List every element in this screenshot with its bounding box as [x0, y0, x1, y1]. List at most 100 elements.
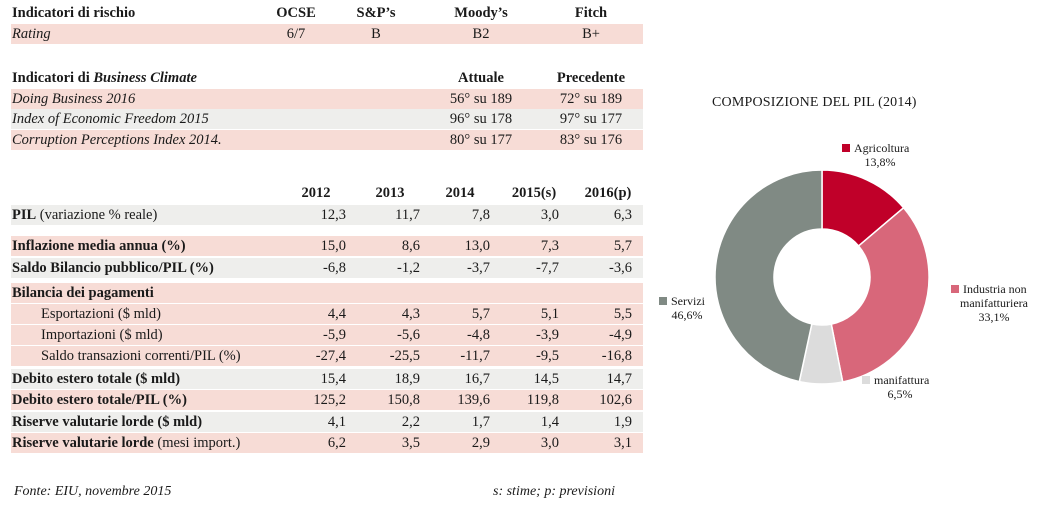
- row-label: Bilancia dei pagamenti: [12, 283, 154, 303]
- legend-value-industria: 33,1%: [978, 310, 1010, 324]
- table-row: Riserve valutarie lorde (mesi import.) 6,…: [11, 433, 643, 453]
- row-label-bold: PIL: [12, 207, 37, 223]
- col-current: Attuale: [458, 70, 504, 86]
- business-climate-header: Indicatori di Business Climate Attuale P…: [11, 68, 643, 88]
- row-value: -16,8: [601, 348, 632, 364]
- risk-header-label: Indicatori di rischio: [12, 5, 136, 21]
- row-value: 18,9: [394, 371, 420, 387]
- row-value: -3,9: [536, 327, 559, 343]
- row-value: -5,6: [397, 327, 420, 343]
- chart-title: COMPOSIZIONE DEL PIL (2014): [712, 95, 917, 110]
- row-label-bold: Riserve valutarie lorde ($ mld): [12, 414, 203, 430]
- row-label-bold: Debito estero totale/PIL (%): [12, 392, 187, 408]
- table-row: Debito estero totale ($ mld) 15,4 18,9 16,7…: [11, 369, 643, 389]
- table-row: Importazioni ($ mld) -5,9 -5,6 -4,8 -3,9 -4,9: [11, 325, 643, 345]
- business-climate-title-prefix: Indicatori di: [12, 70, 94, 86]
- bc-current: 96° su 178: [449, 111, 513, 127]
- row-label: Saldo Bilancio pubblico/PIL (%): [12, 258, 214, 278]
- row-label: Saldo transazioni correnti/PIL (%): [41, 346, 241, 366]
- row-value: -1,2: [397, 260, 420, 276]
- row-value: -7,7: [536, 260, 559, 276]
- table-row: Saldo Bilancio pubblico/PIL (%) -6,8 -1,2 -…: [11, 258, 643, 278]
- row-value: 139,6: [457, 392, 490, 408]
- row-value: -11,7: [460, 348, 490, 364]
- row-value: -3,7: [467, 260, 490, 276]
- row-value: 5,1: [540, 306, 559, 322]
- row-value: 125,2: [313, 392, 346, 408]
- row-label: Debito estero totale ($ mld): [12, 369, 180, 389]
- row-value: 4,3: [401, 306, 420, 322]
- row-label: Riserve valutarie lorde (mesi import.): [12, 433, 240, 453]
- row-label: Esportazioni ($ mld): [41, 304, 161, 324]
- row-value: 1,9: [613, 414, 632, 430]
- row-value: -9,5: [536, 348, 559, 364]
- risk-table-row: Rating 6/7 B B2 B+: [11, 24, 643, 44]
- econ-table-header: 2012 2013 2014 2015(s) 2016(p): [11, 183, 643, 203]
- row-value: 7,8: [471, 207, 490, 223]
- business-climate-row: Index of Economic Freedom 2015 96° su 17…: [11, 109, 643, 129]
- legend-value-agricoltura: 13,8%: [864, 155, 896, 169]
- year-2015s: 2015(s): [511, 185, 557, 201]
- table-row: Debito estero totale/PIL (%) 125,2 150,8 13…: [11, 390, 643, 410]
- legend-value-servizi: 46,6%: [671, 308, 703, 322]
- legend-label-agricoltura: Agricoltura: [854, 141, 910, 155]
- row-value: 150,8: [387, 392, 420, 408]
- row-value: 2,9: [471, 435, 490, 451]
- row-value: 7,3: [540, 238, 559, 254]
- bc-current: 56° su 189: [449, 91, 513, 107]
- row-label: PIL (variazione % reale): [12, 205, 157, 225]
- row-value: 15,4: [320, 371, 346, 387]
- row-value: -25,5: [389, 348, 420, 364]
- row-value: [286, 283, 346, 303]
- legend-label-industria-2: manifatturiera: [960, 296, 1028, 310]
- legend-note: s: stime; p: previsioni: [493, 484, 615, 499]
- row-label-bold: Riserve valutarie lorde: [12, 435, 154, 451]
- risk-header-moodys: Moody’s: [454, 5, 508, 21]
- row-value: [360, 283, 420, 303]
- table-row: Riserve valutarie lorde ($ mld) 4,1 2,2 1,7…: [11, 412, 643, 432]
- bc-previous: 72° su 189: [559, 91, 623, 107]
- table-row: Esportazioni ($ mld) 4,4 4,3 5,7 5,1 5,5: [11, 304, 643, 324]
- legend-value-manifattura: 6,5%: [887, 387, 913, 401]
- row-value: 5,7: [613, 238, 632, 254]
- legend-swatch-servizi: [659, 297, 667, 305]
- bc-previous: 97° su 177: [559, 111, 623, 127]
- row-value: 11,7: [395, 207, 420, 223]
- rating-label: Rating: [12, 26, 51, 42]
- row-label-bold: Bilancia dei pagamenti: [12, 285, 154, 301]
- legend-swatch-manifattura: [862, 376, 870, 384]
- row-value: [499, 283, 559, 303]
- risk-table-header: Indicatori di rischio OCSE S&P’s Moody’s…: [11, 3, 643, 23]
- row-value: 4,4: [327, 306, 346, 322]
- table-row: Inflazione media annua (%) 15,0 8,6 13,0 7,3…: [11, 236, 643, 256]
- row-value: -5,9: [323, 327, 346, 343]
- row-value: 3,1: [613, 435, 632, 451]
- legend-label-industria: Industria non: [963, 282, 1027, 296]
- row-value: 2,2: [401, 414, 420, 430]
- row-label-bold: Debito estero totale ($ mld): [12, 371, 181, 387]
- row-label-bold: Inflazione media annua (%): [12, 238, 186, 254]
- bc-current: 80° su 177: [449, 132, 513, 148]
- row-label-rest: Importazioni ($ mld): [41, 327, 163, 343]
- year-2014: 2014: [445, 185, 475, 201]
- row-value: 3,5: [401, 435, 420, 451]
- row-value: 4,1: [327, 414, 346, 430]
- row-value: 15,0: [320, 238, 346, 254]
- row-value: 5,5: [613, 306, 632, 322]
- row-value: [572, 283, 632, 303]
- bc-label: Doing Business 2016: [12, 91, 136, 107]
- rating-ocse: 6/7: [286, 26, 306, 42]
- slice-industria: [830, 206, 930, 383]
- legend-servizi: Servizi 46,6%: [655, 294, 719, 322]
- risk-header-sp: S&P’s: [356, 5, 396, 21]
- risk-header-fitch: Fitch: [574, 5, 608, 21]
- row-value: 13,0: [464, 238, 490, 254]
- row-label-rest: (mesi import.): [153, 435, 241, 451]
- slice-servizi: [714, 169, 823, 383]
- row-value: 3,0: [540, 207, 559, 223]
- row-label: Importazioni ($ mld): [41, 325, 163, 345]
- row-value: -4,9: [609, 327, 632, 343]
- year-2012: 2012: [301, 185, 331, 201]
- row-value: 6,3: [613, 207, 632, 223]
- row-value: 3,0: [540, 435, 559, 451]
